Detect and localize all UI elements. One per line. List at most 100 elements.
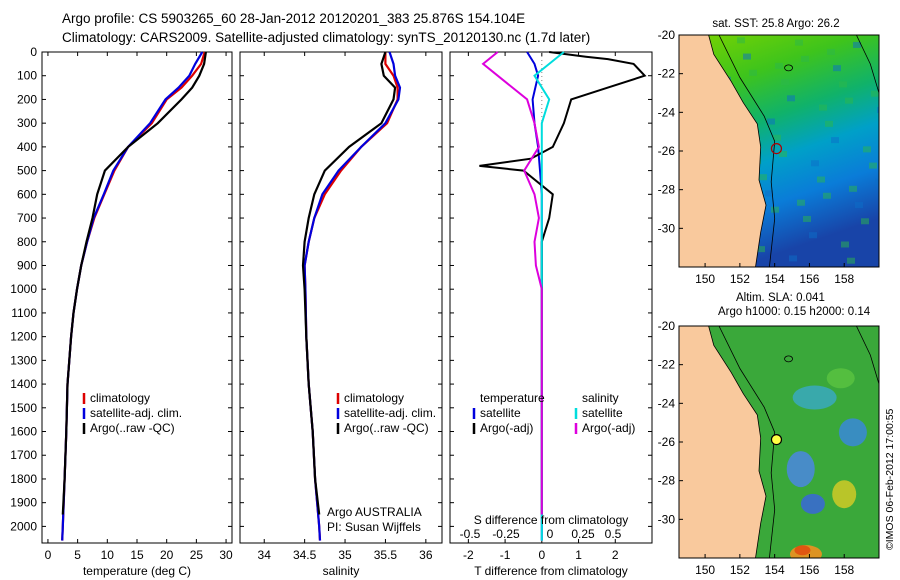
argo-float-marker [770, 434, 783, 446]
sla-anomaly [826, 368, 855, 389]
sst-cell [737, 37, 745, 44]
sst-cell [803, 215, 811, 222]
sst-cell [871, 90, 879, 97]
legend-label: Argo(..raw -QC) [344, 421, 429, 435]
sst-cell [827, 48, 835, 55]
y-tick-label: 1000 [10, 282, 37, 296]
x-tick-label: 158 [834, 272, 854, 286]
legend-label: satellite [582, 406, 623, 420]
x-tick-label: 35 [338, 548, 352, 562]
x-tick-label: 5 [74, 548, 81, 562]
sla-anomaly [838, 418, 867, 447]
x-tick-label: 0 [538, 548, 545, 562]
temp-argo-diff-line [479, 51, 647, 515]
y-tick-label: -24 [658, 396, 676, 410]
x-tick-label: 150 [695, 272, 715, 286]
sst-cell [833, 65, 841, 72]
y-tick-label: 500 [17, 164, 37, 178]
sst-cell [757, 246, 765, 253]
secondary-tick-label: 0.5 [605, 527, 622, 541]
legend-label: satellite-adj. clim. [90, 406, 182, 420]
y-tick-label: -20 [658, 319, 676, 333]
sst-cell [781, 79, 789, 86]
x-tick-label: 156 [799, 272, 819, 286]
y-tick-label: -22 [658, 358, 676, 372]
y-tick-label: 400 [17, 140, 37, 154]
sst-cell [765, 190, 773, 197]
x-tick-label: 36 [419, 548, 433, 562]
x-tick-label: 0 [45, 548, 52, 562]
y-tick-label: -28 [658, 183, 676, 197]
x-tick-label: 34.5 [293, 548, 317, 562]
secondary-tick-label: -0.25 [492, 527, 520, 541]
y-tick-label: -20 [658, 28, 676, 42]
x-tick-label: -2 [463, 548, 474, 562]
sst-cell [797, 199, 805, 206]
x-tick-label: 10 [101, 548, 115, 562]
map-body [679, 326, 879, 558]
legend-label: climatology [90, 391, 150, 405]
sla-anomaly [786, 451, 815, 488]
argo-raw-line [61, 51, 207, 515]
difference-profile-panel: -2 -1 0 1 2 T difference from climatology temp… [449, 51, 653, 578]
plot-frame [239, 51, 443, 544]
y-tick-label: 1500 [10, 401, 37, 415]
y-tick-label: 900 [17, 258, 37, 272]
isobath-line [718, 35, 776, 267]
sal-satellite-diff-line [533, 51, 565, 541]
annotation-line: PI: Susan Wijffels [327, 520, 421, 534]
sla-anomaly [800, 493, 825, 514]
plot-frame [41, 51, 233, 544]
y-tick-label: 1700 [10, 448, 37, 462]
legend-label: temperature [480, 391, 545, 405]
y-tick-label: -30 [658, 221, 676, 235]
sst-cell [759, 174, 767, 181]
x-axis-label: temperature (deg C) [83, 564, 191, 578]
header-line-1: Argo profile: CS 5903265_60 28-Jan-2012 … [62, 11, 525, 26]
legend-label: Argo(..raw -QC) [90, 421, 175, 435]
sst-cell [825, 120, 833, 127]
y-tick-label: -30 [658, 512, 676, 526]
x-axis-label: T difference from climatology [474, 564, 628, 578]
sst-cell [809, 232, 817, 239]
sst-cell [831, 137, 839, 144]
x-tick-label: 154 [765, 272, 785, 286]
y-tick-label: 700 [17, 211, 37, 225]
x-tick-label: 34 [258, 548, 272, 562]
y-tick-label: 100 [17, 69, 37, 83]
sst-cell [863, 146, 871, 153]
legend-label: salinity [582, 391, 619, 405]
x-tick-label: 2 [612, 548, 619, 562]
secondary-axis-title: S difference from climatology [474, 513, 629, 527]
land-mass [679, 326, 767, 558]
sst-cell [789, 255, 797, 262]
secondary-tick-label: -0.5 [460, 527, 481, 541]
sst-cell [823, 192, 831, 199]
x-tick-label: 158 [834, 563, 854, 577]
sst-cell [849, 185, 857, 192]
sst-cell [743, 53, 751, 60]
isobath-line [856, 35, 879, 94]
sal-argo-diff-line [481, 51, 543, 515]
sst-cell [845, 97, 853, 104]
y-tick-label: 1800 [10, 472, 37, 486]
x-tick-label: 20 [160, 548, 174, 562]
map-body [679, 35, 879, 267]
sst-cell [853, 41, 861, 48]
x-tick-label: 35.5 [374, 548, 398, 562]
x-tick-label: 156 [799, 563, 819, 577]
y-tick-label: 1200 [10, 330, 37, 344]
argo-raw-line [301, 51, 397, 515]
y-tick-label: 800 [17, 235, 37, 249]
map-title: sat. SST: 25.8 Argo: 26.2 [712, 18, 839, 30]
x-tick-label: 152 [730, 563, 750, 577]
plot-frame [449, 51, 653, 544]
sst-cell [767, 118, 775, 125]
x-tick-label: 154 [765, 563, 785, 577]
sst-cell [877, 106, 879, 113]
y-tick-label: 600 [17, 187, 37, 201]
reef-contour [784, 355, 793, 363]
sst-cell [819, 104, 827, 111]
y-tick-label: 1400 [10, 377, 37, 391]
sst-cell [749, 69, 757, 76]
